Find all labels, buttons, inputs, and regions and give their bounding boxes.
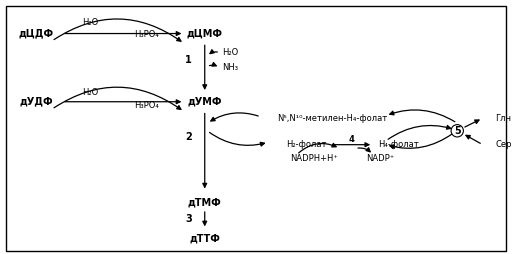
Text: дУМФ: дУМФ [187,97,222,107]
Text: 3: 3 [185,214,192,224]
Text: H₃PO₄: H₃PO₄ [134,30,158,39]
Text: 4: 4 [349,135,354,144]
Text: H₂O: H₂O [82,18,98,27]
Text: дУДФ: дУДФ [20,97,53,107]
Text: дЦДФ: дЦДФ [19,28,54,39]
Text: N⁵,N¹⁰-метилен-H₄-фолат: N⁵,N¹⁰-метилен-H₄-фолат [277,114,388,123]
Text: дТТФ: дТТФ [189,233,220,243]
Text: 1: 1 [185,55,192,65]
Text: H₄-фолат: H₄-фолат [378,140,419,149]
Text: дЦМФ: дЦМФ [187,28,223,39]
Text: Глн: Глн [495,114,511,123]
Text: H₂O: H₂O [82,88,98,97]
Text: 2: 2 [185,132,192,142]
Text: дТМФ: дТМФ [188,198,221,208]
Text: NADP⁺: NADP⁺ [366,154,395,163]
Text: H₂O: H₂O [222,48,239,57]
Text: NH₃: NH₃ [222,63,238,72]
Text: H₃PO₄: H₃PO₄ [134,101,158,110]
Text: NADPH+H⁺: NADPH+H⁺ [291,154,338,163]
Text: H₂-фолат: H₂-фолат [286,140,327,149]
Text: Сер: Сер [495,140,512,149]
Text: 5: 5 [454,126,461,136]
